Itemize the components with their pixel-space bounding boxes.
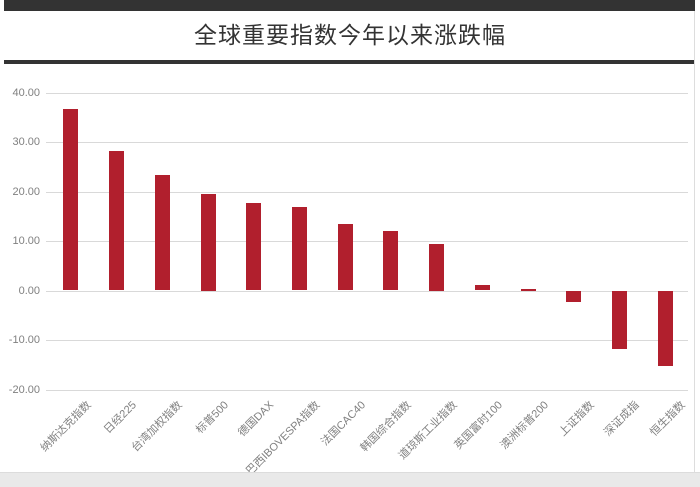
x-axis-category-label: 纳斯达克指数	[38, 399, 94, 455]
gridline	[46, 241, 688, 242]
y-axis-tick-label: -20.00	[8, 383, 40, 396]
x-axis-category-label: 澳洲标普200	[498, 399, 551, 452]
bar	[611, 290, 627, 350]
gridline	[46, 191, 688, 193]
x-axis-category-label: 德国DAX	[236, 399, 277, 440]
y-axis-tick-label: 20.00	[12, 185, 40, 198]
chart-title: 全球重要指数今年以来涨跌幅	[194, 22, 506, 48]
x-axis-category-label: 标普500	[193, 399, 231, 437]
x-axis-category-label: 恒生指数	[648, 399, 688, 439]
header-top-rule	[4, 0, 695, 11]
gridline	[46, 389, 688, 391]
bar	[200, 193, 216, 291]
gridline	[46, 340, 688, 341]
bar	[246, 202, 262, 291]
bar	[291, 207, 307, 291]
bar	[63, 108, 79, 291]
y-axis-tick-label: 30.00	[12, 136, 40, 148]
x-axis-category-label: 英国富时100	[452, 399, 505, 452]
bar	[429, 244, 445, 291]
bar	[520, 288, 536, 291]
bar	[337, 224, 353, 291]
bar	[566, 290, 582, 302]
bar-chart: 40.00 30.00 20.00 10.00 0.00 -10.00 -20.00 纳斯达克…	[0, 70, 700, 477]
y-axis-tick-label: -10.00	[8, 334, 40, 346]
bar	[383, 231, 399, 291]
bar	[657, 290, 673, 366]
footer-strip	[0, 472, 700, 487]
x-axis-category-label: 上证指数	[556, 399, 597, 439]
bar	[154, 174, 170, 291]
y-axis-tick-label: 40.00	[12, 86, 40, 99]
bar	[474, 285, 490, 291]
gridline	[46, 290, 688, 292]
gridline	[46, 142, 688, 143]
y-axis-tick-label: 10.00	[12, 235, 40, 247]
y-axis-tick-label: 0.00	[18, 284, 40, 297]
title-divider	[4, 60, 695, 64]
gridline	[46, 92, 688, 94]
x-axis-category-label: 日经225	[102, 399, 140, 437]
x-axis-category-label: 深证成指	[602, 399, 643, 439]
right-border-line	[694, 11, 695, 472]
bar	[109, 150, 125, 291]
